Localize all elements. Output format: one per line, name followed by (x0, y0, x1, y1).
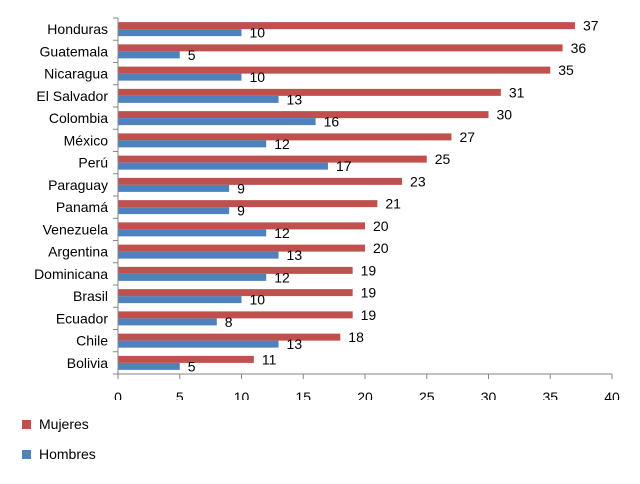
bar-mujeres-paraguay (118, 177, 403, 185)
bar-mujeres-honduras (118, 22, 575, 30)
data-label-mujeres-bolivia: 11 (262, 351, 277, 367)
category-label-mexico: México (64, 132, 109, 148)
legend-swatch-mujeres (22, 419, 31, 429)
bar-hombres-honduras (118, 29, 242, 37)
bar-hombres-dominicana (118, 273, 267, 281)
category-label-dominicana: Dominicana (34, 266, 108, 282)
bar-hombres-ecuador (118, 318, 217, 326)
bar-mujeres-ecuador (118, 311, 353, 319)
data-label-mujeres-brasil: 19 (361, 285, 377, 301)
bar-hombres-argentina (118, 251, 279, 259)
data-label-hombres-bolivia: 5 (188, 358, 196, 374)
category-label-colombia: Colombia (49, 110, 108, 126)
data-label-mujeres-nicaragua: 35 (558, 62, 574, 78)
data-label-hombres-argentina: 13 (287, 247, 303, 263)
x-tick-label-10: 10 (234, 389, 250, 400)
data-label-hombres-colombia: 16 (324, 114, 340, 130)
bar-chart: Honduras 37 10 Guatemala 36 5 Nicaragua 35 10 El … (34, 17, 620, 400)
x-tick-label-0: 0 (114, 389, 122, 400)
category-label-panama: Panamá (56, 199, 108, 215)
data-label-mujeres-honduras: 37 (583, 18, 599, 34)
bar-hombres-peru (118, 162, 328, 170)
category-label-el-salvador: El Salvador (36, 88, 108, 104)
category-label-brasil: Brasil (73, 288, 108, 304)
bar-mujeres-chile (118, 333, 341, 341)
data-label-mujeres-guatemala: 36 (571, 40, 587, 56)
x-tick-label-40: 40 (604, 389, 620, 400)
data-label-mujeres-dominicana: 19 (361, 262, 377, 278)
bar-hombres-nicaragua (118, 73, 242, 81)
data-label-hombres-venezuela: 12 (274, 225, 290, 241)
legend-label-mujeres: Mujeres (39, 416, 89, 432)
bar-mujeres-argentina (118, 244, 365, 252)
data-label-mujeres-chile: 18 (348, 329, 364, 345)
bar-hombres-paraguay (118, 184, 230, 192)
x-tick-label-35: 35 (542, 389, 558, 400)
x-tick-label-25: 25 (419, 389, 435, 400)
data-label-hombres-honduras: 10 (250, 25, 266, 41)
category-label-ecuador: Ecuador (56, 310, 108, 326)
data-label-mujeres-panama: 21 (385, 196, 401, 212)
x-tick-label-30: 30 (481, 389, 497, 400)
data-label-mujeres-venezuela: 20 (373, 218, 389, 234)
data-label-mujeres-peru: 25 (435, 151, 451, 167)
legend-item-mujeres: Mujeres (22, 416, 89, 432)
data-label-hombres-nicaragua: 10 (250, 69, 266, 85)
bar-hombres-panama (118, 207, 230, 215)
data-label-hombres-chile: 13 (287, 336, 303, 352)
data-label-hombres-ecuador: 8 (225, 314, 233, 330)
category-label-venezuela: Venezuela (43, 221, 109, 237)
bar-mujeres-dominicana (118, 266, 353, 274)
legend-label-hombres: Hombres (39, 446, 96, 462)
data-label-mujeres-argentina: 20 (373, 240, 389, 256)
x-tick-label-5: 5 (176, 389, 184, 400)
bar-hombres-chile (118, 340, 279, 348)
data-label-hombres-peru: 17 (336, 158, 352, 174)
bar-mujeres-colombia (118, 111, 489, 119)
data-label-hombres-el-salvador: 13 (287, 91, 303, 107)
bar-mujeres-brasil (118, 289, 353, 297)
bar-hombres-el-salvador (118, 95, 279, 103)
bar-mujeres-bolivia (118, 355, 254, 363)
data-label-mujeres-mexico: 27 (459, 129, 475, 145)
legend-swatch-hombres (22, 449, 31, 459)
bar-mujeres-mexico (118, 133, 452, 141)
category-label-bolivia: Bolivia (67, 355, 108, 371)
data-label-mujeres-paraguay: 23 (410, 173, 426, 189)
bar-mujeres-peru (118, 155, 427, 163)
bar-mujeres-panama (118, 200, 378, 208)
data-label-hombres-brasil: 10 (250, 292, 266, 308)
data-label-hombres-paraguay: 9 (237, 180, 245, 196)
data-label-mujeres-colombia: 30 (497, 107, 513, 123)
category-label-guatemala: Guatemala (40, 43, 109, 59)
category-label-honduras: Honduras (47, 21, 108, 37)
legend-item-hombres: Hombres (22, 446, 96, 462)
category-label-peru: Perú (78, 155, 108, 171)
data-label-hombres-panama: 9 (237, 203, 245, 219)
bar-mujeres-nicaragua (118, 66, 551, 74)
bar-hombres-mexico (118, 140, 267, 148)
data-label-hombres-mexico: 12 (274, 136, 290, 152)
data-label-mujeres-el-salvador: 31 (509, 84, 525, 100)
bar-hombres-brasil (118, 296, 242, 304)
bar-mujeres-venezuela (118, 222, 365, 230)
x-tick-label-20: 20 (357, 389, 373, 400)
data-label-hombres-dominicana: 12 (274, 269, 290, 285)
x-tick-label-15: 15 (295, 389, 311, 400)
bar-mujeres-guatemala (118, 44, 563, 52)
bar-hombres-venezuela (118, 229, 267, 237)
data-label-hombres-guatemala: 5 (188, 47, 196, 63)
category-label-paraguay: Paraguay (48, 177, 108, 193)
bar-hombres-colombia (118, 118, 316, 126)
bar-hombres-guatemala (118, 51, 180, 59)
category-label-chile: Chile (76, 333, 108, 349)
category-label-nicaragua: Nicaragua (44, 66, 108, 82)
bar-mujeres-el-salvador (118, 88, 501, 96)
category-label-argentina: Argentina (48, 244, 108, 260)
data-label-mujeres-ecuador: 19 (361, 307, 377, 323)
bar-hombres-bolivia (118, 362, 180, 370)
